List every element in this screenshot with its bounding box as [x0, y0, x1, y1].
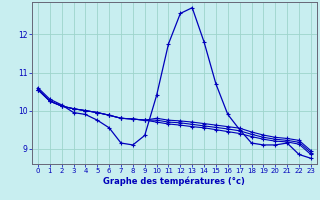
X-axis label: Graphe des températures (°c): Graphe des températures (°c) — [103, 177, 245, 186]
